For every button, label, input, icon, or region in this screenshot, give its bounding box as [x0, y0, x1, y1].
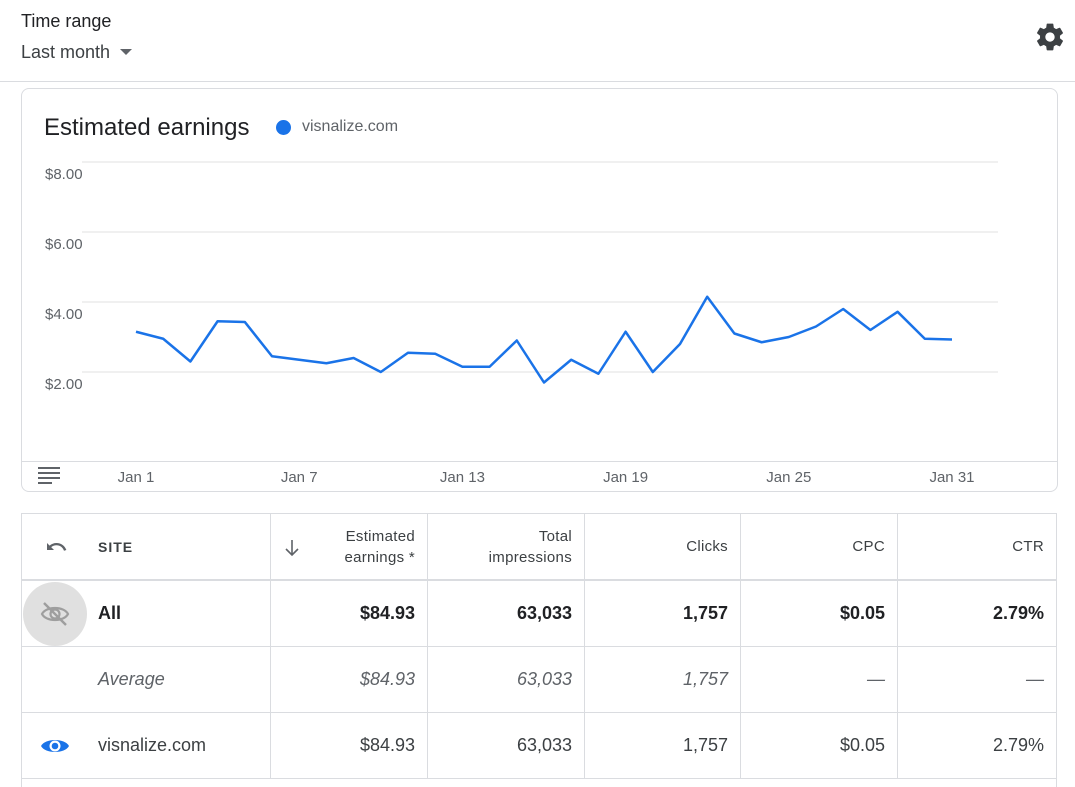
chart-legend[interactable]: visnalize.com: [276, 118, 398, 136]
legend-dot: [276, 119, 291, 135]
cell-clicks: 1,757: [682, 735, 728, 755]
x-axis: Jan 1 Jan 7 Jan 13 Jan 19 Jan 25 Jan 31: [118, 469, 975, 486]
chart-footer-divider: [22, 461, 1057, 462]
header-clicks-label: Clicks: [686, 538, 728, 555]
y-tick-label: $4.00: [45, 306, 83, 323]
arrow-down-icon[interactable]: [284, 539, 300, 557]
header-total-impressions[interactable]: Total impressions: [427, 514, 584, 579]
earnings-line-chart: $2.00 $4.00 $6.00 $8.00: [45, 161, 998, 393]
gear-icon[interactable]: [1034, 21, 1066, 53]
cell-earnings: $84.93: [359, 669, 415, 689]
cell-site[interactable]: All: [98, 603, 122, 623]
cell-cpc: —: [867, 669, 885, 689]
x-tick-label: Jan 13: [440, 469, 485, 486]
header-cpc-label: CPC: [852, 538, 885, 555]
header-site-label: SITE: [98, 538, 134, 555]
cell-cpc: $0.05: [839, 603, 885, 623]
earnings-chart-card: Estimated earnings visnalize.com $2.00 $4…: [21, 88, 1058, 492]
x-tick-label: Jan 19: [603, 469, 648, 486]
x-tick-label: Jan 31: [929, 469, 974, 486]
chart-title: Estimated earnings: [44, 114, 250, 141]
header-clicks[interactable]: Clicks: [584, 514, 740, 579]
header-estimated-earnings[interactable]: Estimated earnings *: [270, 514, 427, 579]
table-row-site: visnalize.com $84.93 63,033 1,757 $0.05 …: [22, 713, 1056, 779]
header-earnings-line1: Estimated: [345, 527, 415, 545]
table-view-icon[interactable]: [38, 467, 60, 485]
series-line-visnalize[interactable]: [135, 295, 953, 384]
cell-clicks: 1,757: [682, 603, 728, 623]
x-tick-label: Jan 25: [766, 469, 811, 486]
cell-earnings: $84.93: [359, 735, 415, 755]
y-tick-label: $8.00: [45, 166, 83, 183]
cell-cpc: $0.05: [839, 735, 885, 755]
table-header-row: SITE Estimated earnings * Total impressi…: [22, 514, 1056, 581]
table-row-average: Average $84.93 63,033 1,757 — —: [22, 647, 1056, 713]
caret-down-icon: [120, 49, 133, 55]
header-impressions-line1: Total: [538, 527, 572, 545]
y-tick-label: $6.00: [45, 236, 83, 253]
time-range-value: Last month: [21, 41, 111, 62]
header-ctr[interactable]: CTR: [897, 514, 1056, 579]
cell-site: Average: [98, 669, 165, 689]
cell-ctr: —: [1026, 669, 1044, 689]
y-tick-label: $2.00: [45, 376, 83, 393]
header-site[interactable]: SITE: [22, 514, 270, 579]
time-range-dropdown[interactable]: Last month: [21, 40, 133, 64]
time-range-label: Time range: [21, 11, 112, 31]
cell-impressions: 63,033: [516, 669, 572, 689]
table-row-all: All $84.93 63,033 1,757 $0.05 2.79%: [22, 581, 1056, 647]
eye-off-icon: [40, 602, 70, 626]
visibility-off-button[interactable]: [23, 582, 87, 646]
cell-site[interactable]: visnalize.com: [98, 735, 207, 755]
cell-ctr: 2.79%: [992, 735, 1044, 755]
cell-ctr: 2.79%: [992, 603, 1044, 623]
x-tick-label: Jan 7: [281, 469, 318, 486]
x-tick-label: Jan 1: [118, 469, 155, 486]
cell-clicks: 1,757: [682, 669, 728, 689]
undo-icon[interactable]: [44, 535, 68, 559]
header-earnings-line2: earnings *: [344, 548, 415, 566]
legend-label: visnalize.com: [302, 118, 399, 135]
cell-impressions: 63,033: [516, 735, 572, 755]
visibility-button[interactable]: [39, 734, 71, 758]
header-impressions-line2: impressions: [488, 548, 572, 566]
eye-icon: [41, 740, 69, 752]
cell-earnings: $84.93: [359, 603, 415, 623]
sites-table: SITE Estimated earnings * Total impressi…: [21, 513, 1057, 787]
header-cpc[interactable]: CPC: [740, 514, 897, 579]
cell-impressions: 63,033: [516, 603, 572, 623]
header-ctr-label: CTR: [1012, 538, 1044, 555]
top-bar: Time range Last month: [0, 0, 1075, 82]
